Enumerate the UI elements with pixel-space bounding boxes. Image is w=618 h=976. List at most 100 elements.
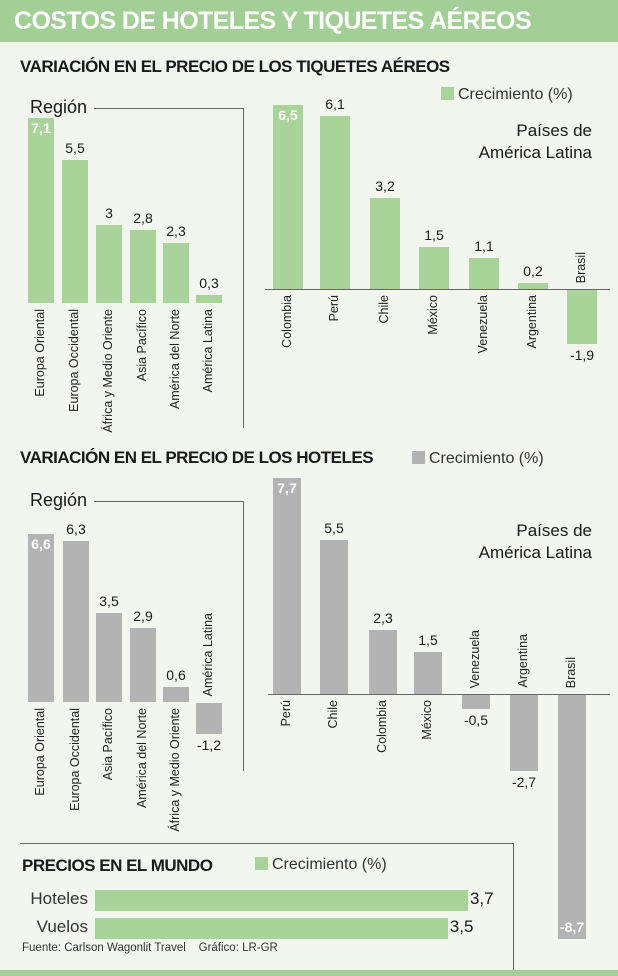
bar [419, 246, 449, 289]
paises-line: Países de [516, 121, 592, 140]
category-label: Asia Pacífico [101, 708, 115, 781]
bar [469, 257, 499, 289]
category-label: Chile [377, 295, 391, 324]
paises-label-vuelos: Países de América Latina [430, 120, 592, 164]
category-label: Europa Oriental [33, 708, 47, 796]
category-label: Asia Pacífico [135, 309, 149, 382]
bar [320, 116, 350, 289]
section-title-hoteles: VARIACIÓN EN EL PRECIO DE LOS HOTELES [20, 448, 374, 467]
divider [94, 108, 243, 109]
footer: Fuente: Carlson Wagonlit Travel Gráfico:… [22, 942, 278, 954]
bar [273, 478, 301, 694]
divider [243, 108, 244, 428]
value-label: 1,1 [474, 237, 494, 254]
value-label: 6,5 [278, 107, 298, 124]
value-label: -1,9 [569, 346, 595, 363]
category-label: Europa Occidental [68, 708, 82, 811]
divider [20, 843, 513, 844]
bar-category-label: Vuelos [36, 917, 88, 936]
legend-swatch [412, 451, 425, 464]
bar [95, 890, 468, 911]
value-label: 3,5 [99, 592, 119, 609]
value-label: 2,3 [166, 223, 186, 240]
header-band: COSTOS DE HOTELES Y TIQUETES AÉREOS [0, 0, 618, 42]
value-label: 0,3 [199, 275, 219, 292]
value-label: -2,7 [511, 773, 537, 790]
bar [370, 198, 400, 289]
category-label: Chile [326, 700, 340, 729]
category-label: Venezuela [468, 629, 482, 688]
value-label: -0,5 [463, 712, 489, 728]
category-label: Brasil [564, 656, 578, 688]
category-label: Venezuela [476, 295, 490, 354]
legend-label: Crecimiento (%) [458, 86, 573, 103]
bar [369, 629, 397, 694]
paises-line: América Latina [478, 143, 592, 162]
region-label-vuelos: Región [30, 97, 88, 117]
category-label: América del Norte [135, 708, 149, 809]
legend-swatch [441, 87, 454, 100]
bar [196, 703, 222, 734]
bar [96, 225, 122, 303]
value-label: 5,5 [65, 140, 85, 156]
category-label: Argentina [525, 295, 539, 349]
bar [462, 695, 490, 709]
bar [130, 230, 156, 303]
bar [163, 686, 189, 702]
divider [513, 843, 514, 970]
value-label: 3,7 [469, 889, 494, 908]
bar [567, 290, 597, 344]
value-label: 1,5 [418, 632, 438, 648]
bar [28, 533, 54, 702]
value-label: 6,3 [66, 521, 86, 538]
value-label: 7,7 [277, 480, 297, 497]
value-label: 2,9 [133, 608, 153, 625]
value-label: 6,6 [31, 535, 51, 552]
category-label: Argentina [516, 634, 530, 688]
bar [320, 540, 348, 694]
value-label: -8,7 [559, 918, 585, 935]
legend-hoteles: Crecimiento (%) [412, 450, 544, 468]
legend-vuelos: Crecimiento (%) [441, 86, 573, 104]
bar [510, 695, 538, 771]
region-label-hoteles: Región [30, 490, 88, 510]
legend-swatch [255, 857, 268, 870]
value-label: 2,3 [373, 609, 393, 626]
category-label: Europa Occidental [67, 309, 81, 412]
value-label: 3,5 [449, 917, 474, 936]
bar [62, 160, 88, 303]
credit-text: Gráfico: LR-GR [198, 942, 278, 954]
section-title-mundo: PRECIOS EN EL MUNDO [22, 856, 213, 875]
category-label: América del Norte [168, 309, 182, 410]
category-label: Brasil [574, 251, 588, 283]
value-label: 0,2 [523, 263, 543, 280]
section-title-vuelos: VARIACIÓN EN EL PRECIO DE LOS TIQUETES A… [20, 57, 450, 76]
value-label: 5,5 [324, 520, 344, 536]
divider [94, 501, 243, 502]
paises-label-hoteles: Países de América Latina [430, 520, 592, 564]
value-label: 3 [105, 205, 113, 221]
bar [414, 652, 442, 694]
bar [558, 695, 586, 939]
bar [95, 918, 448, 939]
paises-line: América Latina [478, 543, 592, 562]
legend-mundo: Crecimiento (%) [255, 856, 387, 874]
value-label: 7,1 [31, 120, 51, 137]
category-label: América Latina [201, 309, 215, 393]
bar [163, 243, 189, 303]
paises-line: Países de [516, 521, 592, 540]
value-label: 3,2 [375, 178, 395, 195]
category-label: Perú [279, 700, 293, 727]
bar [96, 612, 122, 702]
value-label: 2,8 [133, 210, 153, 227]
category-label: Perú [327, 295, 341, 322]
divider [243, 501, 244, 771]
bar [273, 105, 303, 289]
axis-line [268, 694, 610, 695]
category-label: África y Medio Oriente [168, 708, 182, 832]
bar [196, 295, 222, 303]
category-label: México [426, 295, 440, 335]
category-label: Colombia [280, 295, 294, 348]
main-title: COSTOS DE HOTELES Y TIQUETES AÉREOS [14, 7, 532, 35]
